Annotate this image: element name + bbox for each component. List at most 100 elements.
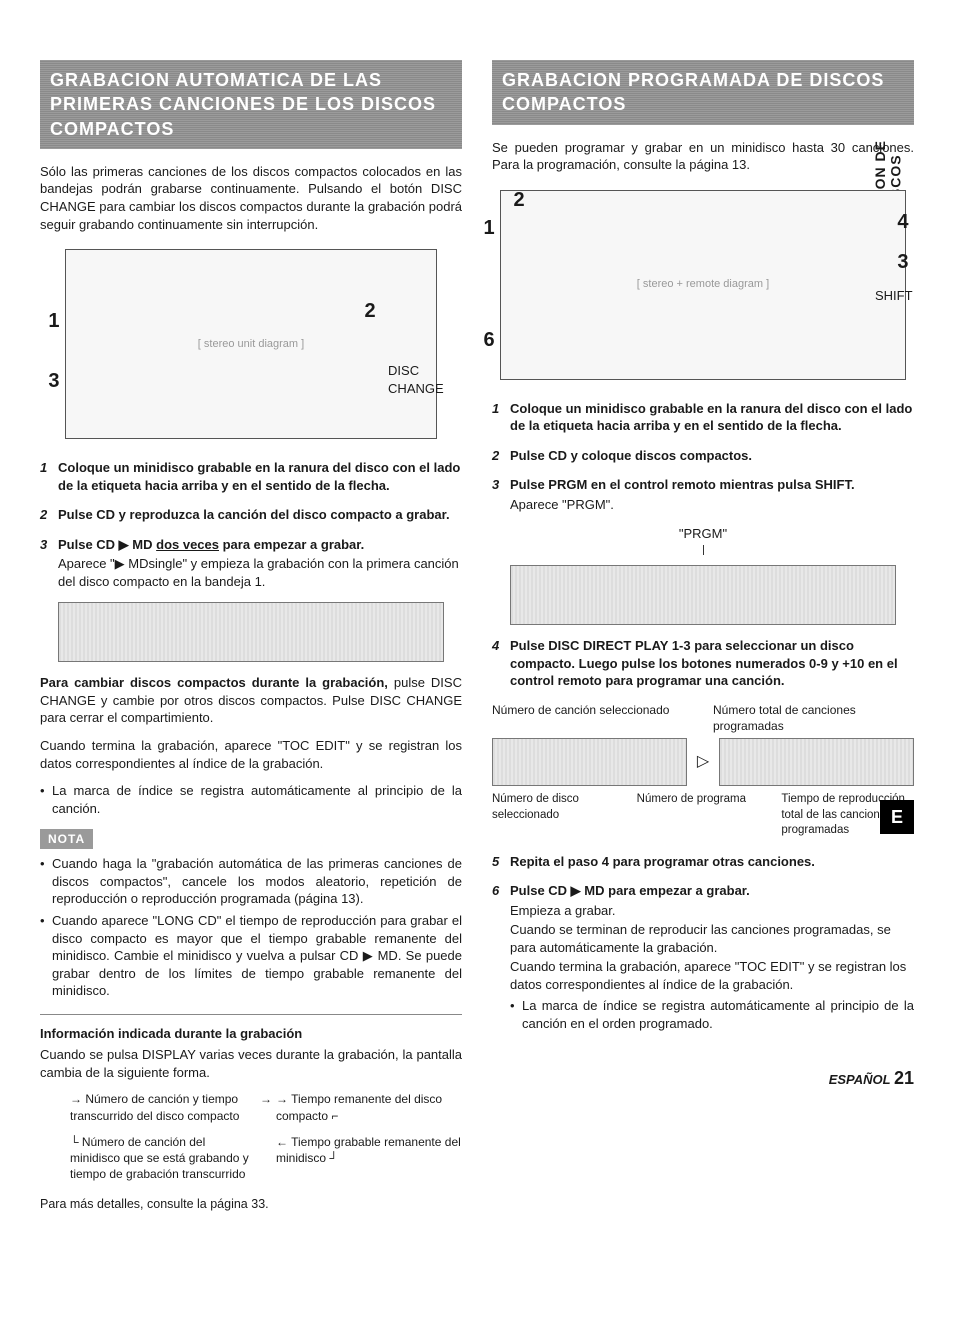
flow-b: → Tiempo remanente del disco compacto ⌐ [276,1091,462,1123]
flow-d: ← Tiempo grabable remanente del minidisc… [276,1134,462,1183]
callout-3: 3 [48,368,59,395]
step-title: Pulse CD ▶ MD para empezar a grabar. [510,883,750,898]
prgm-line [703,545,704,555]
disp-captions-bottom: Número de disco seleccionado Número de p… [492,792,914,839]
step-sub-3: Cuando termina la grabación, aparece "TO… [510,958,914,993]
step-title: Pulse DISC DIRECT PLAY 1-3 para seleccio… [510,637,914,690]
flow-c-text: Número de canción del minidisco que se e… [70,1135,249,1181]
step-title: Pulse PRGM en el control remoto mientras… [510,477,855,492]
left-intro: Sólo las primeras canciones de los disco… [40,163,462,233]
label-shift: SHIFT [875,287,913,305]
disp-captions-top: Número de canción seleccionado Número to… [492,702,914,734]
left-display-image [58,602,444,662]
right-display-image-prgm [510,565,896,625]
cap-top-right: Número total de canciones programadas [713,702,914,734]
prgm-label: "PRGM" [492,525,914,543]
bullet-dot: • [40,912,52,1000]
left-step-2: 2 Pulse CD y reproduzca la canción del d… [40,506,462,524]
page: GRABACION DE MINIDISCOS E GRABACION AUTO… [40,60,914,1213]
step-sub: Aparece "▶ MDsingle" y empieza la grabac… [58,555,462,590]
left-step-1: 1 Coloque un minidisco grabable en la ra… [40,459,462,494]
display-left [492,738,687,786]
info-heading: Información indicada durante la grabació… [40,1014,462,1043]
callout-4: 4 [897,209,908,236]
right-header: GRABACION PROGRAMADA DE DISCOS COMPACTOS [492,60,914,125]
bullet-dot: • [510,997,522,1032]
flow-c: └ Número de canción del minidisco que se… [70,1134,256,1183]
callout-1: 1 [483,215,494,242]
cap-a: Número de disco seleccionado [492,792,625,839]
step-num: 6 [492,882,510,1036]
flow-a-text: Número de canción y tiempo transcurrido … [70,1092,239,1122]
left-header: GRABACION AUTOMATICA DE LAS PRIMERAS CAN… [40,60,462,149]
bullet-text: La marca de índice se registra automátic… [522,997,914,1032]
cap-top-left: Número de canción seleccionado [492,702,693,734]
flow-box: → Número de canción y tiempo transcurrid… [70,1091,462,1182]
two-displays: ▷ [492,738,914,786]
step-body: Pulse PRGM en el control remoto mientras… [510,476,914,513]
side-tab-badge: E [880,800,914,834]
step-num: 2 [492,447,510,465]
bullet-toc: • La marca de índice se registra automát… [40,782,462,817]
bullet-text: Cuando haga la "grabación automática de … [52,855,462,908]
step-title: Coloque un minidisco grabable en la ranu… [58,459,462,494]
label-disc-change: DISC CHANGE [388,362,444,397]
nota-bullet-2: • Cuando aparece "LONG CD" el tiempo de … [40,912,462,1000]
callout-3: 3 [897,249,908,276]
step-sub: Aparece "PRGM". [510,496,914,514]
para-change: Para cambiar discos compactos durante la… [40,674,462,727]
step-num: 3 [40,536,58,591]
flow-row-top: → Número de canción y tiempo transcurrid… [70,1091,462,1123]
left-diagram: [ stereo unit diagram ] 1 2 3 DISC CHANG… [65,249,436,439]
right-step-5: 5 Repita el paso 4 para programar otras … [492,853,914,871]
step-sub-2: Cuando se terminan de reproducir las can… [510,921,914,956]
right-step-2: 2 Pulse CD y coloque discos compactos. [492,447,914,465]
step-body: Pulse CD ▶ MD dos veces para empezar a g… [58,536,462,591]
bullet-text: La marca de índice se registra automátic… [52,782,462,817]
flow-a: → Número de canción y tiempo transcurrid… [70,1091,256,1123]
right-intro: Se pueden programar y grabar en un minid… [492,139,914,174]
left-column: GRABACION AUTOMATICA DE LAS PRIMERAS CAN… [40,60,462,1213]
columns: GRABACION AUTOMATICA DE LAS PRIMERAS CAN… [40,60,914,1213]
left-footer: Para más detalles, consulte la página 33… [40,1196,462,1213]
flow-d-text: Tiempo grabable remanente del minidisco [276,1135,461,1165]
footer-page: 21 [894,1068,914,1088]
step-num: 3 [492,476,510,513]
right-step-6: 6 Pulse CD ▶ MD para empezar a grabar. E… [492,882,914,1036]
bullet-text: Cuando aparece "LONG CD" el tiempo de re… [52,912,462,1000]
left-intro-text: Sólo las primeras canciones de los disco… [40,164,462,232]
footer-lang: ESPAÑOL [829,1072,891,1087]
nota-label: NOTA [40,829,93,849]
page-footer: ESPAÑOL 21 [492,1066,914,1090]
nota-bullet-1: • Cuando haga la "grabación automática d… [40,855,462,908]
step-num: 1 [40,459,58,494]
step-num: 2 [40,506,58,524]
right-step-4: 4 Pulse DISC DIRECT PLAY 1-3 para selecc… [492,637,914,690]
callout-1: 1 [48,308,59,335]
bullet-dot: • [40,855,52,908]
arrow-icon: ▷ [695,751,711,773]
left-step-3: 3 Pulse CD ▶ MD dos veces para empezar a… [40,536,462,591]
diagram-placeholder: [ stereo + remote diagram ] [637,277,769,292]
right-step-1: 1 Coloque un minidisco grabable en la ra… [492,400,914,435]
step-sub-1: Empieza a grabar. [510,902,914,920]
cap-b: Número de programa [637,792,770,839]
step-num: 1 [492,400,510,435]
underline: dos veces [156,537,219,552]
callout-2: 2 [513,187,524,214]
bullet-dot: • [40,782,52,817]
step6-bullet: • La marca de índice se registra automát… [510,997,914,1032]
step-title: Pulse CD ▶ MD dos veces para empezar a g… [58,537,364,552]
right-column: GRABACION PROGRAMADA DE DISCOS COMPACTOS… [492,60,914,1213]
flow-b-text: Tiempo remanente del disco compacto [276,1092,442,1122]
step-title: Coloque un minidisco grabable en la ranu… [510,400,914,435]
flow-row-bottom: └ Número de canción del minidisco que se… [70,1134,462,1183]
right-diagram: [ stereo + remote diagram ] 2 1 4 3 SHIF… [500,190,905,380]
step-body: Pulse CD ▶ MD para empezar a grabar. Emp… [510,882,914,1036]
step-num: 5 [492,853,510,871]
info-body: Cuando se pulsa DISPLAY varias veces dur… [40,1046,462,1081]
para-change-heading: Para cambiar discos compactos durante la… [40,675,388,690]
step-title: Repita el paso 4 para programar otras ca… [510,853,914,871]
step-title: Pulse CD y reproduzca la canción del dis… [58,506,462,524]
para-toc: Cuando termina la grabación, aparece "TO… [40,737,462,772]
